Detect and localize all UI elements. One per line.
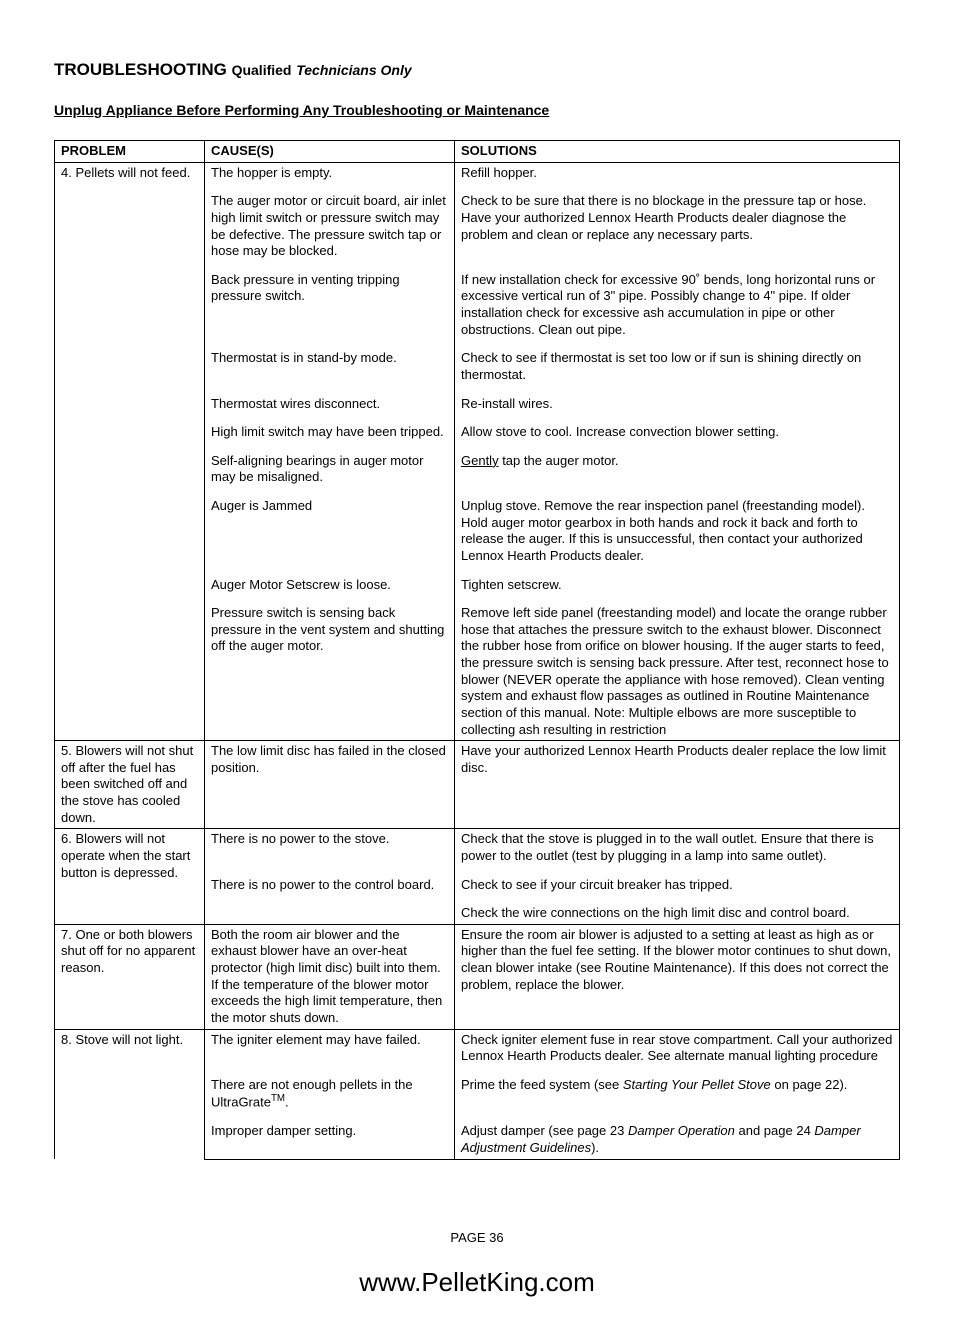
page-title: TROUBLESHOOTING Qualified Technicians On…	[54, 60, 900, 80]
cause-cell: There is no power to the stove.	[205, 829, 455, 875]
problem-cell: 4. Pellets will not feed.	[55, 162, 205, 741]
col-header-solutions: SOLUTIONS	[455, 141, 900, 163]
cause-cell: The hopper is empty.	[205, 162, 455, 191]
solution-cell: Check to see if your circuit breaker has…	[455, 875, 900, 904]
cause-cell: Thermostat wires disconnect.	[205, 394, 455, 423]
cause-cell: High limit switch may have been tripped.	[205, 422, 455, 451]
solution-cell: Check the wire connections on the high l…	[455, 903, 900, 924]
solution-cell: Have your authorized Lennox Hearth Produ…	[455, 741, 900, 829]
solution-cell: Refill hopper.	[455, 162, 900, 191]
title-qualifier: Qualified	[232, 62, 292, 78]
cause-cell: The low limit disc has failed in the clo…	[205, 741, 455, 829]
problem-cell: 6. Blowers will not operate when the sta…	[55, 829, 205, 925]
page-container: TROUBLESHOOTING Qualified Technicians On…	[0, 0, 954, 1338]
cause-cell: Thermostat is in stand-by mode.	[205, 348, 455, 393]
cause-cell: The igniter element may have failed.	[205, 1029, 455, 1075]
solution-cell: Gently tap the auger motor.	[455, 451, 900, 496]
solution-cell: Check to see if thermostat is set too lo…	[455, 348, 900, 393]
warning-subheading: Unplug Appliance Before Performing Any T…	[54, 102, 900, 118]
cause-cell: Back pressure in venting tripping pressu…	[205, 270, 455, 349]
problem-cell: 7. One or both blowers shut off for no a…	[55, 924, 205, 1029]
solution-cell: Remove left side panel (freestanding mod…	[455, 603, 900, 741]
page-number: PAGE 36	[54, 1230, 900, 1245]
solution-cell: If new installation check for excessive …	[455, 270, 900, 349]
cause-cell: Self-aligning bearings in auger motor ma…	[205, 451, 455, 496]
cause-cell: Pressure switch is sensing back pressure…	[205, 603, 455, 741]
problem-cell: 8. Stove will not light.	[55, 1029, 205, 1159]
cause-cell: Both the room air blower and the exhaust…	[205, 924, 455, 1029]
solution-cell: Re-install wires.	[455, 394, 900, 423]
solution-cell: Check that the stove is plugged in to th…	[455, 829, 900, 875]
cause-cell: Auger Motor Setscrew is loose.	[205, 575, 455, 604]
solution-cell: Prime the feed system (see Starting Your…	[455, 1075, 900, 1122]
solution-cell: Allow stove to cool. Increase convection…	[455, 422, 900, 451]
solution-cell: Tighten setscrew.	[455, 575, 900, 604]
table-row: 7. One or both blowers shut off for no a…	[55, 924, 900, 1029]
col-header-cause: CAUSE(S)	[205, 141, 455, 163]
solution-cell: Unplug stove. Remove the rear inspection…	[455, 496, 900, 575]
col-header-problem: PROBLEM	[55, 141, 205, 163]
cause-cell	[205, 903, 455, 924]
solution-cell: Adjust damper (see page 23 Damper Operat…	[455, 1121, 900, 1159]
table-row: 4. Pellets will not feed.The hopper is e…	[55, 162, 900, 191]
solution-cell: Check to be sure that there is no blocka…	[455, 191, 900, 270]
table-row: 8. Stove will not light.The igniter elem…	[55, 1029, 900, 1075]
cause-cell: Auger is Jammed	[205, 496, 455, 575]
title-main: TROUBLESHOOTING	[54, 60, 227, 79]
title-audience: Technicians Only	[296, 62, 411, 78]
cause-cell: Improper damper setting.	[205, 1121, 455, 1159]
solution-cell: Check igniter element fuse in rear stove…	[455, 1029, 900, 1075]
table-body: 4. Pellets will not feed.The hopper is e…	[55, 162, 900, 1159]
problem-cell: 5. Blowers will not shut off after the f…	[55, 741, 205, 829]
cause-cell: There are not enough pellets in the Ultr…	[205, 1075, 455, 1122]
table-row: 6. Blowers will not operate when the sta…	[55, 829, 900, 875]
cause-cell: There is no power to the control board.	[205, 875, 455, 904]
cause-cell: The auger motor or circuit board, air in…	[205, 191, 455, 270]
table-header-row: PROBLEM CAUSE(S) SOLUTIONS	[55, 141, 900, 163]
footer-url: www.PelletKing.com	[54, 1267, 900, 1298]
table-row: 5. Blowers will not shut off after the f…	[55, 741, 900, 829]
solution-cell: Ensure the room air blower is adjusted t…	[455, 924, 900, 1029]
troubleshooting-table: PROBLEM CAUSE(S) SOLUTIONS 4. Pellets wi…	[54, 140, 900, 1160]
